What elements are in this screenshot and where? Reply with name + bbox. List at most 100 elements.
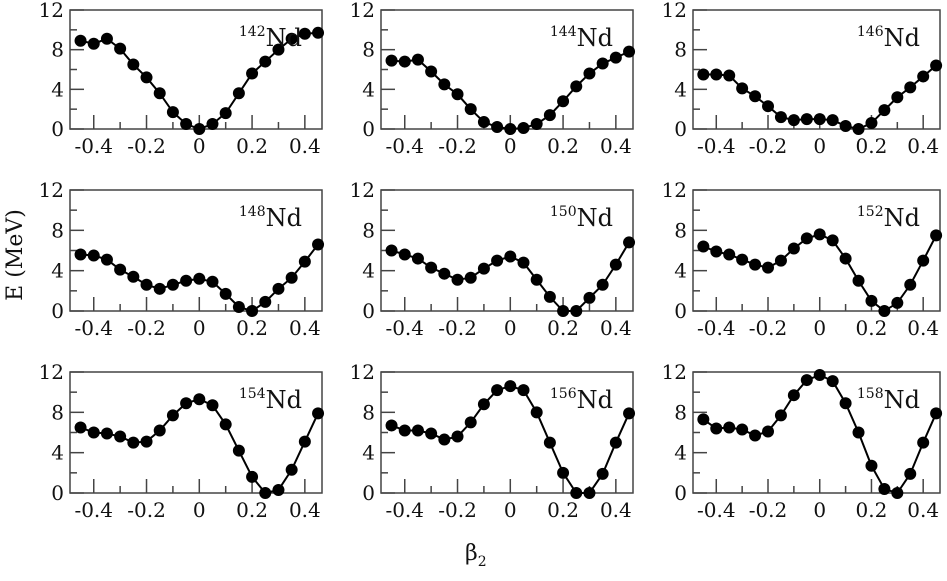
data-point <box>723 69 736 82</box>
data-point <box>246 67 259 80</box>
y-tick-label: 8 <box>362 218 375 242</box>
data-point <box>114 430 127 443</box>
data-point <box>570 487 583 499</box>
data-point <box>762 100 775 113</box>
y-tick-label: 12 <box>662 0 687 22</box>
y-tick-label: 4 <box>51 441 64 465</box>
data-point <box>272 483 285 496</box>
data-point <box>451 273 464 286</box>
x-tick-label: -0.2 <box>127 316 166 340</box>
y-tick-label: 4 <box>674 259 687 283</box>
data-point <box>904 81 917 94</box>
y-tick-label: 0 <box>362 117 375 141</box>
data-point <box>127 58 140 71</box>
data-point <box>609 258 622 271</box>
y-tick-label: 8 <box>674 218 687 242</box>
x-tick-label: -0.4 <box>385 134 424 158</box>
data-point <box>504 380 517 393</box>
y-tick-label: 8 <box>674 400 687 424</box>
data-point <box>193 393 206 406</box>
data-point <box>623 407 636 420</box>
data-point <box>697 240 710 253</box>
data-point <box>114 263 127 276</box>
y-tick-label: 0 <box>674 299 687 323</box>
data-point <box>438 433 451 446</box>
y-tick-label: 8 <box>362 400 375 424</box>
data-point <box>774 409 787 422</box>
data-point <box>736 423 749 436</box>
x-tick-label: 0 <box>193 498 206 522</box>
panel-142Nd: -0.4 -0.2 0 0.2 0.4 0 4 8 12 142Nd <box>39 0 325 158</box>
data-point <box>100 253 113 266</box>
data-point <box>865 459 878 472</box>
data-point <box>930 407 943 420</box>
data-point <box>839 397 852 410</box>
data-point <box>736 253 749 266</box>
y-tick-label: 12 <box>39 178 64 202</box>
data-point <box>298 435 311 448</box>
data-point <box>762 261 775 274</box>
nucleus-label: 154Nd <box>239 386 302 414</box>
y-tick-label: 12 <box>350 360 375 384</box>
x-tick-label: 0.4 <box>907 498 939 522</box>
data-point <box>596 278 609 291</box>
mass-number: 146 <box>857 24 884 40</box>
data-point <box>385 419 398 432</box>
data-point <box>312 407 325 420</box>
data-point <box>285 271 298 284</box>
x-tick-label: -0.2 <box>127 498 166 522</box>
x-tick-label: 0.4 <box>600 134 632 158</box>
data-point <box>298 255 311 268</box>
data-point <box>153 424 166 437</box>
data-point <box>127 436 140 449</box>
data-point <box>723 421 736 434</box>
nucleus-label: 142Nd <box>239 24 302 52</box>
nucleus-label: 146Nd <box>857 24 920 52</box>
data-point <box>878 305 891 317</box>
data-point <box>411 252 424 265</box>
panel-154Nd: -0.4 -0.2 0 0.2 0.4 0 4 8 12 154Nd <box>39 360 325 522</box>
data-point <box>852 274 865 287</box>
y-tick-label: 12 <box>662 178 687 202</box>
data-point <box>826 114 839 127</box>
nucleus-label: 148Nd <box>239 204 302 232</box>
data-point <box>570 305 583 317</box>
data-point <box>917 436 930 449</box>
data-point <box>74 34 87 47</box>
data-point <box>904 467 917 480</box>
element-symbol: Nd <box>266 386 302 414</box>
element-symbol: Nd <box>266 24 302 52</box>
y-tick-label: 0 <box>674 481 687 505</box>
data-point <box>583 487 596 499</box>
x-tick-label: -0.4 <box>697 316 736 340</box>
data-point <box>298 27 311 40</box>
x-tick-label: 0 <box>504 498 517 522</box>
data-point <box>774 111 787 124</box>
data-point <box>891 487 904 499</box>
panel-152Nd: -0.4 -0.2 0 0.2 0.4 0 4 8 12 152Nd <box>662 178 943 340</box>
x-tick-label: -0.4 <box>74 316 113 340</box>
element-symbol: Nd <box>884 204 920 232</box>
y-tick-label: 4 <box>362 441 375 465</box>
data-point <box>839 120 852 133</box>
element-symbol: Nd <box>884 386 920 414</box>
panel-156Nd: -0.4 -0.2 0 0.2 0.4 0 4 8 12 156Nd <box>350 360 636 522</box>
x-tick-label: 0 <box>813 316 826 340</box>
x-tick-label: -0.4 <box>74 498 113 522</box>
x-tick-label: -0.4 <box>74 134 113 158</box>
data-point <box>878 482 891 495</box>
data-point <box>530 273 543 286</box>
data-point <box>787 114 800 127</box>
y-tick-label: 4 <box>674 77 687 101</box>
data-point <box>74 248 87 261</box>
data-point <box>710 245 723 258</box>
x-tick-label: 0.2 <box>547 498 579 522</box>
data-point <box>865 117 878 130</box>
x-tick-label: 0.2 <box>547 316 579 340</box>
data-point <box>219 287 232 300</box>
data-point <box>623 236 636 249</box>
data-point <box>749 258 762 271</box>
data-point <box>285 32 298 45</box>
